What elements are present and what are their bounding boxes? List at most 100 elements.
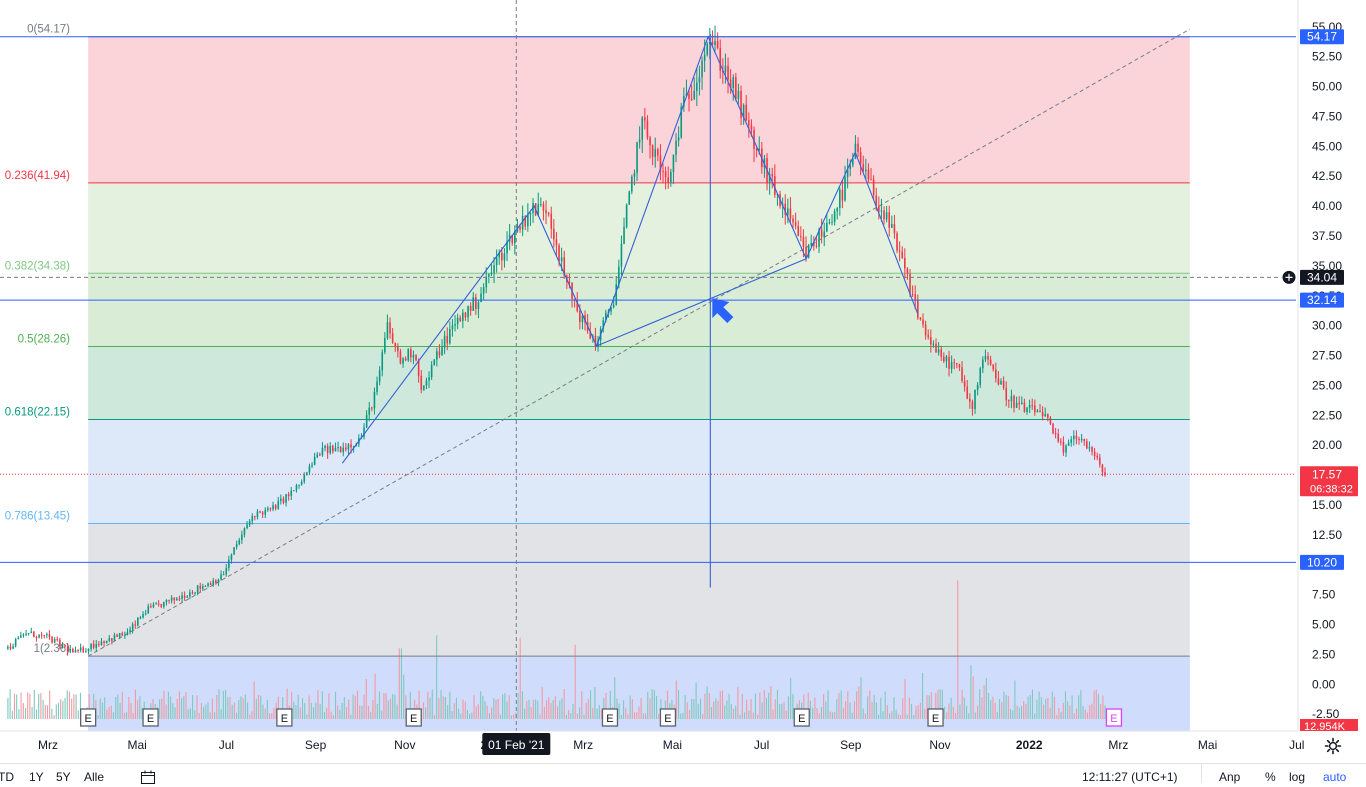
volume-bar xyxy=(1078,695,1080,719)
candle-body xyxy=(308,466,311,473)
time-tick-label: Mrz xyxy=(573,738,593,752)
volume-bar xyxy=(387,700,389,719)
volume-bar xyxy=(134,689,136,719)
volume-bar xyxy=(968,713,970,719)
candle-body xyxy=(326,445,329,454)
earnings-marker[interactable]: E xyxy=(1105,708,1123,727)
candle-body xyxy=(501,252,503,261)
volume-bar xyxy=(919,702,921,719)
candle-body xyxy=(612,304,615,308)
volume-bar xyxy=(554,696,556,719)
candle-body xyxy=(1000,380,1002,385)
earnings-marker[interactable]: E xyxy=(142,708,159,727)
volume-bar xyxy=(1060,711,1062,719)
crosshair xyxy=(0,0,1297,731)
clock-timezone[interactable]: 12:11:27 (UTC+1) xyxy=(1082,770,1178,784)
candle-body xyxy=(550,213,553,229)
volume-bar xyxy=(183,696,185,719)
candle-body xyxy=(1101,464,1104,473)
volume-bar xyxy=(46,705,49,719)
candle-body xyxy=(82,647,85,652)
range-all-button[interactable]: Alle xyxy=(84,770,105,784)
volume-bar xyxy=(240,696,242,719)
volume-bar xyxy=(526,701,528,719)
volume-bar xyxy=(640,698,642,719)
candle-body xyxy=(498,252,501,258)
candle-body xyxy=(38,634,40,638)
date-range-calendar-icon[interactable] xyxy=(140,770,156,787)
price-chart[interactable]: 0(54.17) 0.236(41.94) 0.382(34.38) 0.5(28.2… xyxy=(0,0,1366,763)
candle-body xyxy=(342,447,345,453)
earnings-marker[interactable]: E xyxy=(793,708,810,727)
candle-body xyxy=(888,212,891,228)
adjust-button[interactable]: Anp xyxy=(1219,770,1241,784)
candle-body xyxy=(849,165,852,169)
volume-bar xyxy=(64,697,66,719)
volume-bar xyxy=(860,677,862,719)
candle-body xyxy=(176,598,178,601)
volume-bar xyxy=(286,688,288,719)
volume-bar xyxy=(548,697,550,719)
candle-body xyxy=(225,567,228,575)
fib-zone-0 xyxy=(88,36,1190,183)
earnings-marker[interactable]: E xyxy=(927,708,944,727)
plus-sign xyxy=(1285,273,1293,281)
volume-bar xyxy=(141,707,143,719)
earnings-marker[interactable]: E xyxy=(79,708,97,727)
volume-bar xyxy=(658,713,660,719)
range-1y-button[interactable]: 1Y xyxy=(29,770,44,784)
settings-gear-icon[interactable] xyxy=(1324,737,1342,755)
candle-body xyxy=(1096,456,1099,458)
volume-bar xyxy=(1049,707,1051,719)
range-5y-button[interactable]: 5Y xyxy=(56,770,71,784)
candle-body xyxy=(423,385,425,390)
candle-body xyxy=(189,592,191,597)
earnings-marker[interactable]: E xyxy=(659,708,677,727)
crosshair-time-badge-bg xyxy=(482,733,551,755)
volume-bar xyxy=(636,712,638,719)
percent-scale-button[interactable]: % xyxy=(1265,770,1276,784)
volume-bar xyxy=(697,703,699,719)
candle-body xyxy=(506,241,508,254)
volume-bar xyxy=(97,715,99,719)
time-tick-label: Sep xyxy=(840,738,862,752)
earnings-marker[interactable]: E xyxy=(601,708,619,727)
candle-body xyxy=(199,585,202,589)
candle-body xyxy=(914,294,917,301)
earnings-marker[interactable]: E xyxy=(276,708,293,727)
volume-bar xyxy=(825,701,827,719)
volume-bar xyxy=(68,691,71,719)
candle-body xyxy=(324,445,326,448)
candle-body xyxy=(264,509,267,515)
candle-body xyxy=(872,179,875,196)
volume-bar xyxy=(359,705,361,719)
candle-body xyxy=(878,206,880,212)
volume-bar xyxy=(119,702,121,719)
range-td-button[interactable]: TD xyxy=(0,770,14,784)
volume-bar xyxy=(572,704,574,719)
volume-bar xyxy=(680,713,682,719)
hline-price-badge-bg xyxy=(1300,292,1344,308)
auto-scale-button[interactable]: auto xyxy=(1323,770,1347,784)
log-scale-button[interactable]: log xyxy=(1289,770,1306,784)
volume-bar xyxy=(803,694,805,719)
volume-bar xyxy=(442,696,444,719)
candle-body xyxy=(737,90,740,99)
candle-body xyxy=(144,613,147,615)
volume-bar xyxy=(394,694,396,719)
candle-body xyxy=(875,195,878,207)
earnings-marker[interactable]: E xyxy=(405,708,422,727)
volume-bar xyxy=(473,695,475,719)
candle-body xyxy=(111,638,113,641)
volume-bar xyxy=(262,704,264,719)
candle-body xyxy=(425,380,428,386)
fib-label-0: 0(54.17) xyxy=(27,24,70,36)
volume-bar xyxy=(249,714,251,719)
candle-body xyxy=(641,117,644,140)
add-alert-plus-icon[interactable] xyxy=(1281,269,1297,285)
volume-bar xyxy=(20,692,22,719)
volume-bar xyxy=(1003,691,1005,719)
volume-bar xyxy=(585,702,587,719)
volume-bar xyxy=(418,690,420,719)
candle-body xyxy=(844,176,846,201)
